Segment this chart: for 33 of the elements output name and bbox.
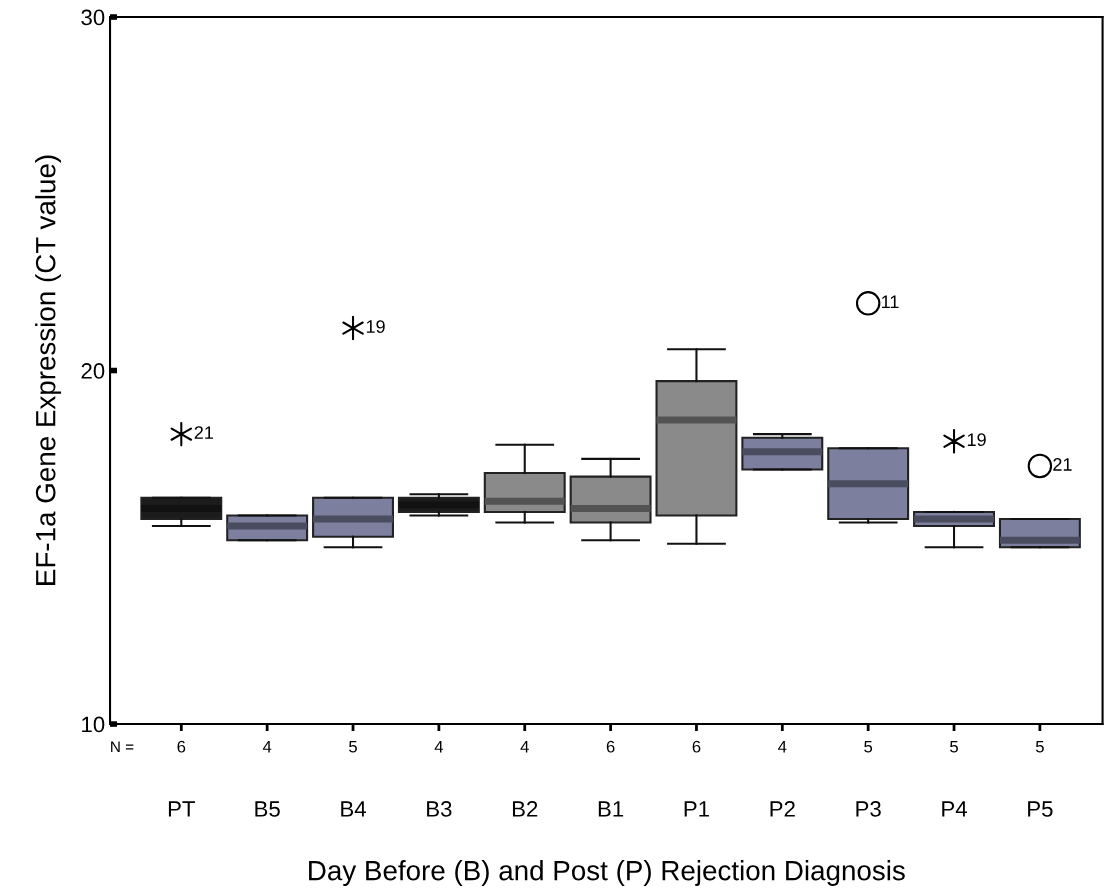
x-tick-label: B4 — [341, 801, 366, 817]
x-tick-label: B5 — [255, 801, 280, 817]
y-axis-title: EF-1a Gene Expression (CT value) — [35, 155, 62, 585]
x-tick-label: P1 — [684, 801, 709, 817]
text: 6 — [177, 740, 186, 753]
annotation: 21 — [194, 426, 213, 439]
annotation: 19 — [366, 320, 385, 333]
y-tick-label: 30 — [81, 9, 105, 26]
x-tick-label: P4 — [942, 801, 967, 817]
text: 5 — [864, 740, 873, 753]
x-tick-label: PT — [168, 801, 195, 817]
x-tick-label: P3 — [856, 801, 881, 817]
x-tick-label: P2 — [770, 801, 795, 817]
x-tick-label: B1 — [598, 801, 624, 817]
text: 5 — [349, 740, 357, 753]
text: N = — [111, 741, 134, 753]
x-axis-title: Day Before (B) and Post (P) Rejection Diagnosis — [309, 860, 905, 886]
text: 4 — [778, 740, 787, 753]
text: 4 — [262, 740, 272, 753]
text: 5 — [950, 740, 958, 753]
text: 5 — [1035, 740, 1044, 753]
text: 6 — [692, 740, 701, 753]
annotation: 21 — [1053, 458, 1072, 471]
annotation: 11 — [882, 295, 899, 309]
text: 4 — [434, 740, 444, 753]
x-tick-label: B3 — [427, 801, 452, 817]
annotation: 19 — [967, 433, 986, 447]
y-tick-label: 10 — [82, 716, 105, 733]
text: 6 — [606, 740, 615, 753]
x-tick-label: P5 — [1028, 801, 1053, 817]
y-tick-label: 20 — [81, 363, 105, 379]
x-tick-label: B2 — [512, 801, 538, 817]
text: 4 — [520, 740, 529, 753]
